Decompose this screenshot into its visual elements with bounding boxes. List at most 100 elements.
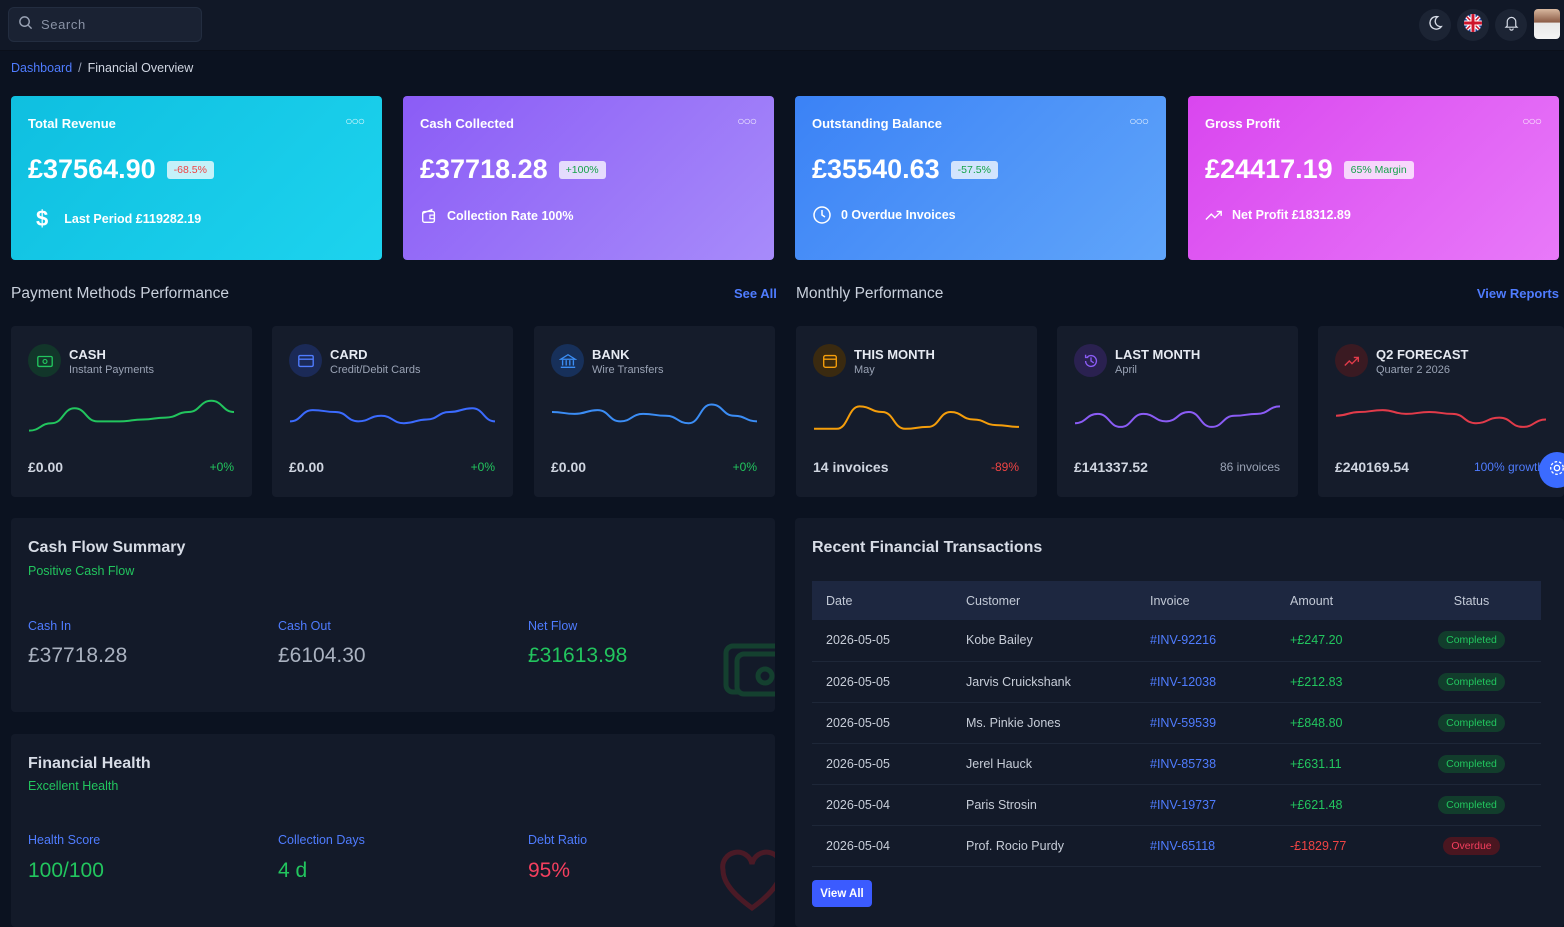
kpi-footer: Last Period £119282.19 (64, 212, 202, 226)
method-change: +0% (470, 460, 495, 474)
col-invoice[interactable]: Invoice (1150, 593, 1190, 608)
more-options-icon[interactable]: ○○○ (737, 114, 757, 128)
method-card-card[interactable]: CARD Credit/Debit Cards £0.00 +0% (272, 326, 513, 497)
monthly-card-q2-forecast[interactable]: Q2 FORECAST Quarter 2 2026 £240169.54 10… (1318, 326, 1564, 497)
monthly-card-this-month[interactable]: THIS MONTH May 14 invoices -89% (796, 326, 1037, 497)
debt-ratio-value: 95% (528, 859, 571, 882)
table-row[interactable]: 2026-05-05 Jarvis Cruickshank #INV-12038… (812, 661, 1541, 703)
col-customer[interactable]: Customer (966, 593, 1021, 608)
notifications-button[interactable] (1495, 9, 1527, 41)
kpi-badge: +100% (558, 160, 606, 179)
row-date: 2026-05-05 (812, 702, 952, 744)
health-score-value: 100/100 (28, 859, 104, 882)
monthly-card-last-month[interactable]: LAST MONTH April £141337.52 86 invoices (1057, 326, 1298, 497)
status-badge: Overdue (1443, 836, 1500, 855)
table-row[interactable]: 2026-05-04 Prof. Rocio Purdy #INV-65118 … (812, 825, 1541, 867)
more-options-icon[interactable]: ○○○ (1129, 114, 1149, 128)
breadcrumb: Dashboard / Financial Overview (11, 61, 193, 75)
method-card-bank[interactable]: BANK Wire Transfers £0.00 +0% (534, 326, 775, 497)
method-subtitle: Instant Payments (69, 364, 154, 376)
col-date[interactable]: Date (826, 593, 853, 608)
health-subtitle: Excellent Health (28, 779, 119, 793)
heart-watermark-icon (717, 846, 775, 921)
search-box[interactable] (8, 7, 202, 42)
cash-out-value: £6104.30 (278, 644, 366, 667)
table-row[interactable]: 2026-05-05 Jerel Hauck #INV-85738 +£631.… (812, 743, 1541, 785)
month-value: £141337.52 (1074, 459, 1148, 475)
table-row[interactable]: 2026-05-05 Ms. Pinkie Jones #INV-59539 +… (812, 702, 1541, 744)
row-status-cell: Completed (1402, 661, 1541, 703)
col-amount[interactable]: Amount (1290, 593, 1334, 608)
row-status-cell: Completed (1402, 784, 1541, 826)
row-date: 2026-05-04 (812, 784, 952, 826)
kpi-badge: 65% Margin (1343, 160, 1414, 179)
row-customer: Kobe Bailey (952, 620, 1136, 662)
theme-toggle-button[interactable] (1419, 9, 1451, 41)
view-all-button[interactable]: View All (812, 880, 872, 907)
search-input[interactable] (41, 17, 191, 32)
debt-ratio-label: Debt Ratio (528, 833, 588, 847)
see-all-link[interactable]: See All (734, 286, 777, 301)
month-subtitle: April (1115, 364, 1138, 376)
row-status-cell: Completed (1402, 620, 1541, 662)
view-reports-link[interactable]: View Reports (1476, 286, 1559, 301)
status-badge: Completed (1438, 754, 1505, 773)
row-invoice-link[interactable]: #INV-59539 (1136, 702, 1276, 744)
breadcrumb-dashboard-link[interactable]: Dashboard (11, 61, 73, 75)
row-amount: -£1829.77 (1276, 825, 1402, 867)
row-invoice-link[interactable]: #INV-92216 (1136, 620, 1276, 662)
month-subtitle: Quarter 2 2026 (1376, 364, 1450, 376)
status-badge: Completed (1438, 795, 1505, 814)
method-value: £0.00 (289, 459, 325, 475)
table-row[interactable]: 2026-05-05 Kobe Bailey #INV-92216 +£247.… (812, 620, 1541, 662)
last-month-sparkline (1074, 405, 1281, 428)
bell-icon (1503, 14, 1520, 36)
kpi-footer: Net Profit £18312.89 (1232, 208, 1351, 222)
collection-days-label: Collection Days (278, 833, 365, 847)
method-value: £0.00 (551, 459, 587, 475)
language-button[interactable] (1457, 9, 1489, 41)
row-invoice-link[interactable]: #INV-19737 (1136, 784, 1276, 826)
row-amount: +£848.80 (1276, 702, 1402, 744)
financial-health-panel: Financial Health Excellent Health Health… (11, 734, 775, 927)
row-amount: +£212.83 (1276, 661, 1402, 703)
method-card-cash[interactable]: CASH Instant Payments £0.00 +0% (11, 326, 252, 497)
top-bar (0, 0, 1564, 51)
cash-icon (28, 344, 61, 377)
card-sparkline (289, 407, 496, 425)
user-avatar[interactable] (1534, 9, 1560, 39)
method-name: BANK (592, 347, 630, 362)
month-name: THIS MONTH (854, 347, 935, 362)
transactions-table: Date Customer Invoice Amount Status 2026… (812, 581, 1541, 867)
row-invoice-link[interactable]: #INV-85738 (1136, 743, 1276, 785)
collection-days-value: 4 d (278, 859, 308, 882)
row-date: 2026-05-04 (812, 825, 952, 867)
row-status-cell: Completed (1402, 702, 1541, 744)
month-subtitle: May (854, 364, 875, 376)
row-date: 2026-05-05 (812, 620, 952, 662)
more-options-icon[interactable]: ○○○ (345, 114, 365, 128)
month-name: Q2 FORECAST (1376, 347, 1469, 362)
row-customer: Ms. Pinkie Jones (952, 702, 1136, 744)
method-subtitle: Credit/Debit Cards (330, 364, 421, 376)
settings-fab[interactable] (1539, 452, 1564, 488)
more-options-icon[interactable]: ○○○ (1522, 114, 1542, 128)
kpi-value: £37564.90 (28, 154, 156, 184)
cash-flow-title: Cash Flow Summary (28, 539, 186, 556)
row-customer: Prof. Rocio Purdy (952, 825, 1136, 867)
col-status[interactable]: Status (1453, 593, 1490, 608)
cash-sparkline (28, 399, 235, 432)
net-flow-label: Net Flow (528, 619, 578, 633)
table-row[interactable]: 2026-05-04 Paris Strosin #INV-19737 +£62… (812, 784, 1541, 826)
kpi-title: Outstanding Balance (812, 116, 943, 131)
moon-icon (1426, 14, 1444, 37)
kpi-value: £35540.63 (812, 154, 940, 184)
row-invoice-link[interactable]: #INV-65118 (1136, 825, 1276, 867)
kpi-badge: -57.5% (950, 160, 998, 179)
row-customer: Paris Strosin (952, 784, 1136, 826)
transactions-panel: Recent Financial Transactions Date Custo… (795, 518, 1564, 927)
wallet-icon (420, 207, 438, 225)
month-invoices: 86 invoices (1219, 460, 1280, 474)
status-badge: Completed (1438, 631, 1505, 650)
row-invoice-link[interactable]: #INV-12038 (1136, 661, 1276, 703)
